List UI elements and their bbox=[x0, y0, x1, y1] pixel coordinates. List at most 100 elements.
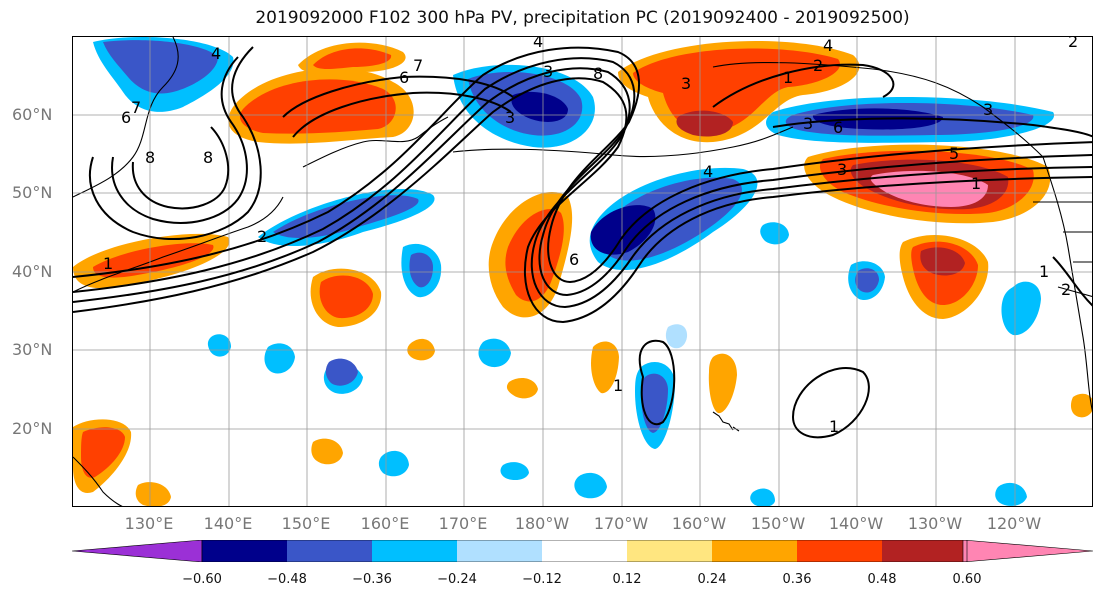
contour-label: 3 bbox=[543, 62, 553, 81]
contour-label: 2 bbox=[257, 227, 267, 246]
colorbar-cell bbox=[797, 540, 882, 562]
contour-label: 6 bbox=[569, 250, 579, 269]
coastline-us-states bbox=[1057, 231, 1092, 298]
precip-negative-region bbox=[760, 222, 789, 245]
precip-negative-region bbox=[273, 195, 419, 239]
lon-label-140e: 140°E bbox=[203, 514, 253, 533]
contour-label: 8 bbox=[203, 148, 213, 167]
precip-positive-region bbox=[1070, 393, 1092, 418]
precip-negative-region bbox=[207, 334, 231, 357]
contour-label: 3 bbox=[983, 100, 993, 119]
colorbar-tick: 0.36 bbox=[782, 572, 812, 587]
precip-negative-region bbox=[409, 252, 433, 288]
lon-label-130e: 130°E bbox=[124, 514, 174, 533]
contour-label: 3 bbox=[837, 160, 847, 179]
map-panel: 4 6 7 8 8 7 6 4 3 3 8 1 2 4 3 3 6 3 2 2 … bbox=[72, 36, 1093, 507]
colorbar-tick: 0.60 bbox=[952, 572, 982, 587]
contour-label: 4 bbox=[703, 162, 713, 181]
precip-positive-region bbox=[319, 275, 373, 319]
precip-positive-region bbox=[239, 79, 396, 134]
contour-label: 4 bbox=[533, 37, 543, 51]
coastline-japan bbox=[73, 196, 284, 293]
contour-label: 7 bbox=[131, 98, 141, 117]
coastlines bbox=[73, 37, 1092, 506]
precip-negative-region bbox=[103, 40, 218, 94]
precip-negative-region bbox=[378, 450, 409, 477]
precip-negative-region bbox=[1001, 281, 1041, 336]
contour-label: 2 bbox=[1061, 280, 1071, 299]
contour-label: 6 bbox=[121, 108, 131, 127]
graticule bbox=[73, 37, 1092, 506]
precip-positive-region bbox=[633, 48, 840, 133]
lon-label-150w: 150°W bbox=[750, 514, 806, 533]
coastline-philippines bbox=[73, 456, 123, 506]
lon-label-120w: 120°W bbox=[986, 514, 1042, 533]
precip-negative-region bbox=[325, 358, 358, 386]
coastline-aleutians bbox=[452, 126, 794, 158]
pv-contours bbox=[73, 46, 1092, 439]
contour-label: 4 bbox=[211, 44, 221, 63]
contour-label: 1 bbox=[1039, 262, 1049, 281]
precip-positive-region bbox=[590, 341, 619, 394]
contour-label: 1 bbox=[103, 254, 113, 273]
contour-label: 1 bbox=[829, 417, 839, 436]
contour-label: 1 bbox=[971, 174, 981, 193]
precip-positive-region bbox=[676, 110, 733, 137]
map-title: 2019092000 F102 300 hPa PV, precipitatio… bbox=[255, 8, 910, 28]
pv-contour bbox=[1052, 256, 1092, 307]
pv-contour bbox=[73, 57, 1092, 297]
lon-label-180w: 180°W bbox=[514, 514, 570, 533]
pv-contour bbox=[712, 63, 895, 108]
colorbar-tick: −0.60 bbox=[182, 572, 222, 587]
coastline-alaska bbox=[712, 61, 1044, 158]
pv-contour bbox=[111, 56, 248, 224]
precip-positive-region bbox=[135, 482, 171, 506]
pv-contour bbox=[292, 91, 512, 138]
lon-label-160e: 160°E bbox=[360, 514, 410, 533]
contour-label: 6 bbox=[399, 68, 409, 87]
coastline-hawaii bbox=[712, 411, 740, 432]
lat-label-30n: 30°N bbox=[12, 340, 53, 359]
contour-label: 1 bbox=[613, 376, 623, 395]
colorbar-cell bbox=[962, 540, 1093, 562]
lon-label-170e: 170°E bbox=[438, 514, 488, 533]
precip-negative-region bbox=[995, 482, 1027, 506]
pv-contour bbox=[73, 46, 1092, 284]
colorbar-cell bbox=[72, 540, 203, 562]
colorbar bbox=[72, 540, 1093, 562]
pv-contour bbox=[282, 75, 514, 118]
precip-negative-region bbox=[665, 324, 688, 349]
pv-contour bbox=[73, 67, 1092, 309]
contour-label: 1 bbox=[783, 68, 793, 87]
colorbar-tick: −0.24 bbox=[437, 572, 477, 587]
colorbar-cell bbox=[287, 540, 372, 562]
precip-negative-region bbox=[500, 462, 529, 481]
lat-label-60n: 60°N bbox=[12, 105, 53, 124]
precip-positive-region bbox=[313, 48, 392, 69]
colorbar-cell bbox=[202, 540, 287, 562]
precip-positive-region bbox=[708, 353, 737, 414]
coastline-asia bbox=[73, 37, 179, 198]
precip-positive-region bbox=[81, 427, 125, 478]
pv-contour-labels: 4 6 7 8 8 7 6 4 3 3 8 1 2 4 3 3 6 3 2 2 … bbox=[103, 37, 1078, 436]
contour-label: 3 bbox=[505, 108, 515, 127]
pv-contour bbox=[638, 339, 676, 426]
contour-label: 5 bbox=[949, 144, 959, 163]
precip-negative-region bbox=[574, 472, 607, 499]
colorbar-tick: −0.12 bbox=[522, 572, 562, 587]
colorbar-cell bbox=[712, 540, 797, 562]
pv-contour bbox=[131, 126, 230, 210]
precip-negative-region bbox=[855, 268, 879, 293]
precip-positive-region bbox=[311, 438, 343, 465]
contour-label: 8 bbox=[593, 64, 603, 83]
contour-label: 8 bbox=[145, 148, 155, 167]
colorbar-tick: 0.12 bbox=[612, 572, 642, 587]
precip-positive-region bbox=[920, 247, 965, 276]
contour-label: 3 bbox=[803, 114, 813, 133]
contour-label: 4 bbox=[823, 37, 833, 55]
pv-contour bbox=[791, 367, 870, 439]
colorbar-cell bbox=[542, 540, 627, 562]
colorbar-tick: 0.48 bbox=[867, 572, 897, 587]
colorbar-tick: −0.48 bbox=[267, 572, 307, 587]
lon-label-170w: 170°W bbox=[593, 514, 649, 533]
